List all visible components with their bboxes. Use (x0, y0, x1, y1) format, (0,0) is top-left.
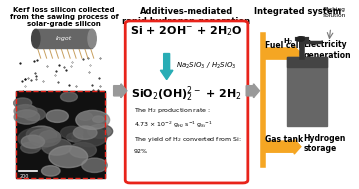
Circle shape (69, 143, 96, 158)
Bar (287, 57, 327, 67)
Circle shape (14, 110, 39, 124)
Text: Kerf loss silicon collected
from the sawing process of
solar-grade silicon: Kerf loss silicon collected from the saw… (10, 7, 118, 27)
Circle shape (297, 37, 304, 41)
FancyArrow shape (160, 53, 173, 80)
Text: Additives-mediated
rapid hydrogen generation: Additives-mediated rapid hydrogen genera… (122, 7, 251, 26)
Circle shape (61, 92, 77, 101)
Bar (287, 57, 327, 126)
FancyArrow shape (263, 46, 301, 61)
Bar (36, 29, 92, 48)
Text: Ingot: Ingot (56, 36, 72, 41)
Text: The yield of H$_{2}$ converted from Si:: The yield of H$_{2}$ converted from Si: (134, 136, 241, 144)
Circle shape (93, 116, 104, 122)
Ellipse shape (88, 29, 96, 48)
Text: Gas tank: Gas tank (265, 135, 303, 143)
Bar (16, 91, 105, 178)
Circle shape (42, 166, 60, 176)
Circle shape (73, 126, 97, 139)
Circle shape (18, 128, 56, 149)
FancyBboxPatch shape (125, 21, 248, 183)
Circle shape (26, 126, 56, 143)
Text: Electricity
generation: Electricity generation (303, 40, 351, 60)
Text: Fuel cell: Fuel cell (265, 41, 301, 50)
FancyArrow shape (246, 84, 260, 98)
Circle shape (23, 108, 46, 121)
Text: Integrated system: Integrated system (254, 7, 341, 16)
Circle shape (76, 110, 109, 129)
Text: 4.73 × 10$^{-2}$ g$_{H_{2}}$ s$^{-1}$ g$_{Si}$$^{-1}$: 4.73 × 10$^{-2}$ g$_{H_{2}}$ s$^{-1}$ g$… (134, 119, 213, 129)
Circle shape (49, 146, 88, 168)
Circle shape (72, 127, 107, 147)
FancyArrow shape (114, 84, 127, 98)
Circle shape (14, 98, 32, 108)
Text: Si + 2OH$^{-}$ + 2H$_{2}$O: Si + 2OH$^{-}$ + 2H$_{2}$O (130, 24, 243, 38)
Circle shape (67, 133, 83, 142)
Text: 200: 200 (19, 174, 29, 179)
Ellipse shape (32, 29, 40, 48)
Text: Na$_{2}$SiO$_{3}$ / H$_{2}$SiO$_{3}$: Na$_{2}$SiO$_{3}$ / H$_{2}$SiO$_{3}$ (176, 60, 236, 71)
Text: Etching
solution: Etching solution (322, 7, 346, 18)
Circle shape (14, 105, 37, 118)
Circle shape (21, 135, 45, 148)
Circle shape (21, 142, 40, 153)
Text: 92%: 92% (134, 149, 148, 153)
Circle shape (46, 110, 68, 122)
Circle shape (61, 126, 83, 139)
Circle shape (39, 131, 60, 142)
Circle shape (78, 112, 92, 120)
Circle shape (29, 129, 61, 147)
Circle shape (82, 158, 107, 172)
FancyArrow shape (263, 139, 301, 154)
Text: SiO$_{2}$(OH)$_{2}^{2-}$ + 2H$_{2}$: SiO$_{2}$(OH)$_{2}^{2-}$ + 2H$_{2}$ (131, 84, 242, 104)
Circle shape (42, 139, 71, 155)
Text: Hydrogen
storage: Hydrogen storage (303, 134, 346, 153)
Text: H$_{2}$: H$_{2}$ (283, 36, 294, 46)
Circle shape (88, 124, 113, 138)
Bar (16, 91, 105, 178)
Text: The H$_{2}$ production rate :: The H$_{2}$ production rate : (134, 106, 210, 115)
